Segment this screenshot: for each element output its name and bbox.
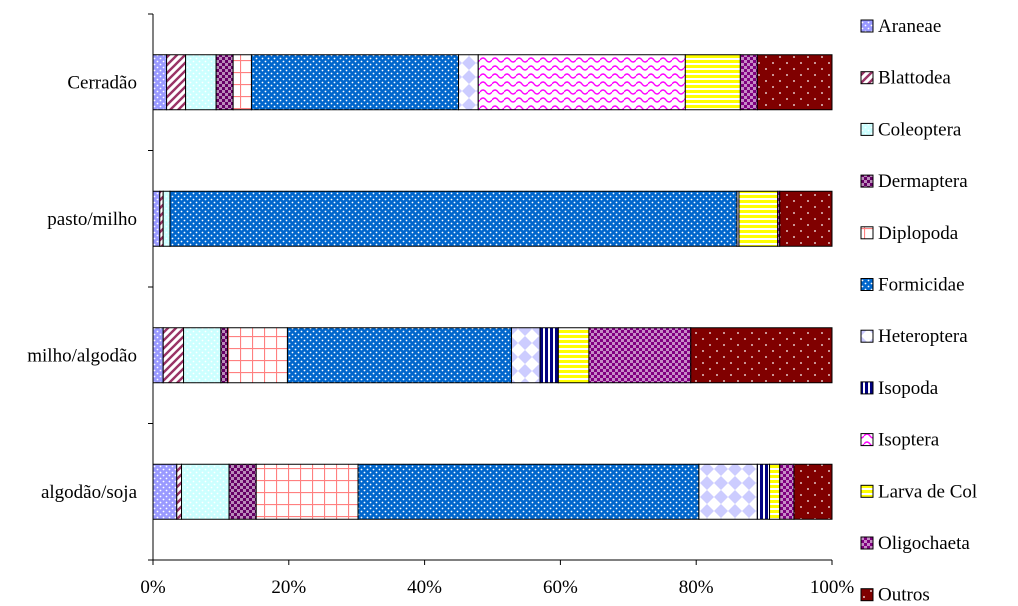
legend-label-oligochaeta: Oligochaeta [878,533,970,554]
legend-swatch-larva-de-col [860,484,874,498]
bar-segment-araneae-milho-algod-o [152,327,164,384]
bar-segment-heteroptera-cerrad-o [458,54,479,111]
legend-swatch-heteroptera [860,329,874,343]
bar-segment-coleoptera-algod-o-soja [181,463,230,520]
legend-label-diplopoda: Diplopoda [878,223,959,244]
bar-segment-larva-de-col-milho-algod-o [557,327,590,384]
legend-label-heteroptera: Heteroptera [878,326,968,347]
legend-label-araneae: Araneae [878,16,941,37]
x-tick-label: 20% [271,577,306,598]
x-tick-label: 100% [810,577,855,598]
bar-segment-araneae-pasto-milho [152,190,161,247]
bar-segment-outros-milho-algod-o [690,327,833,384]
bar-segment-blattodea-algod-o-soja [176,463,183,520]
category-label-milho-algod-o: milho/algodão [27,345,137,366]
legend-label-outros: Outros [878,585,930,606]
x-tick-label: 80% [679,577,714,598]
bar-segment-diplopoda-algod-o-soja [255,463,359,520]
legend-swatch-isopoda [860,381,874,395]
bar-segment-dermaptera-algod-o-soja [228,463,257,520]
bar-segment-blattodea-cerrad-o [166,54,187,111]
x-tick-label: 60% [543,577,578,598]
legend-label-formicidae: Formicidae [878,275,965,296]
category-label-algod-o-soja: algodão/soja [41,482,138,503]
legend-label-dermaptera: Dermaptera [878,171,968,192]
bar-segment-isopoda-algod-o-soja [756,463,771,520]
bar-segment-diplopoda-cerrad-o [232,54,252,111]
legend-label-coleoptera: Coleoptera [878,119,962,140]
bar-segment-larva-de-col-cerrad-o [684,54,741,111]
x-tick-label: 0% [140,577,166,598]
bar-segment-oligochaeta-cerrad-o [739,54,758,111]
bar-segment-araneae-cerrad-o [152,54,168,111]
legend-label-isopoda: Isopoda [878,378,939,399]
bar-segment-outros-pasto-milho [779,190,833,247]
legend-label-larva-de-col: Larva de Col [878,481,977,502]
bar-segment-formicidae-milho-algod-o [286,327,513,384]
legend-swatch-isoptera [860,433,874,447]
legend-label-blattodea: Blattodea [878,68,951,89]
bar-segment-formicidae-algod-o-soja [357,463,700,520]
bar-segment-coleoptera-cerrad-o [185,54,217,111]
legend-swatch-araneae [860,19,874,33]
category-label-cerrad-o: Cerradão [67,72,137,93]
legend-swatch-diplopoda [860,226,874,240]
legend-swatch-formicidae [860,278,874,291]
bar-segment-outros-algod-o-soja [793,463,833,520]
bar-segment-dermaptera-cerrad-o [215,54,234,111]
chart-legend: Araneae Blattodea Coleoptera Dermaptera Dipl… [860,16,977,606]
bar-segment-diplopoda-milho-algod-o [227,327,288,384]
legend-swatch-blattodea [860,71,874,85]
bar-segment-coleoptera-milho-algod-o [183,327,222,384]
bar-segment-dermaptera-milho-algod-o [220,327,229,384]
bar-segment-oligochaeta-algod-o-soja [779,463,795,520]
bar-segment-formicidae-cerrad-o [250,54,460,111]
legend-label-isoptera: Isoptera [878,430,940,451]
bar-segment-heteroptera-milho-algod-o [511,327,541,384]
bar-segment-outros-cerrad-o [756,54,833,111]
bar-segment-larva-de-col-pasto-milho [738,190,779,247]
category-label-pasto-milho: pasto/milho [47,209,137,230]
legend-swatch-oligochaeta [860,536,874,550]
bar-segment-larva-de-col-algod-o-soja [769,463,781,520]
legend-swatch-dermaptera [860,174,874,188]
x-tick-label: 40% [407,577,442,598]
bar-segment-oligochaeta-milho-algod-o [588,327,692,384]
bar-segment-heteroptera-algod-o-soja [698,463,758,520]
legend-swatch-outros [860,588,874,602]
bar-segment-formicidae-pasto-milho [169,190,738,247]
bar-segment-isoptera-cerrad-o [477,54,686,111]
chart-bars [152,54,833,520]
bar-segment-coleoptera-pasto-milho [162,190,171,247]
bar-segment-blattodea-milho-algod-o [162,327,185,384]
bar-segment-isopoda-milho-algod-o [539,327,559,384]
bar-segment-blattodea-pasto-milho [159,190,164,247]
bar-segment-araneae-algod-o-soja [152,463,178,520]
legend-swatch-coleoptera [860,122,874,136]
chart-axes: 0% 20% 40% 60% 80% 100% Cerradão pasto/milho mil… [27,13,855,598]
